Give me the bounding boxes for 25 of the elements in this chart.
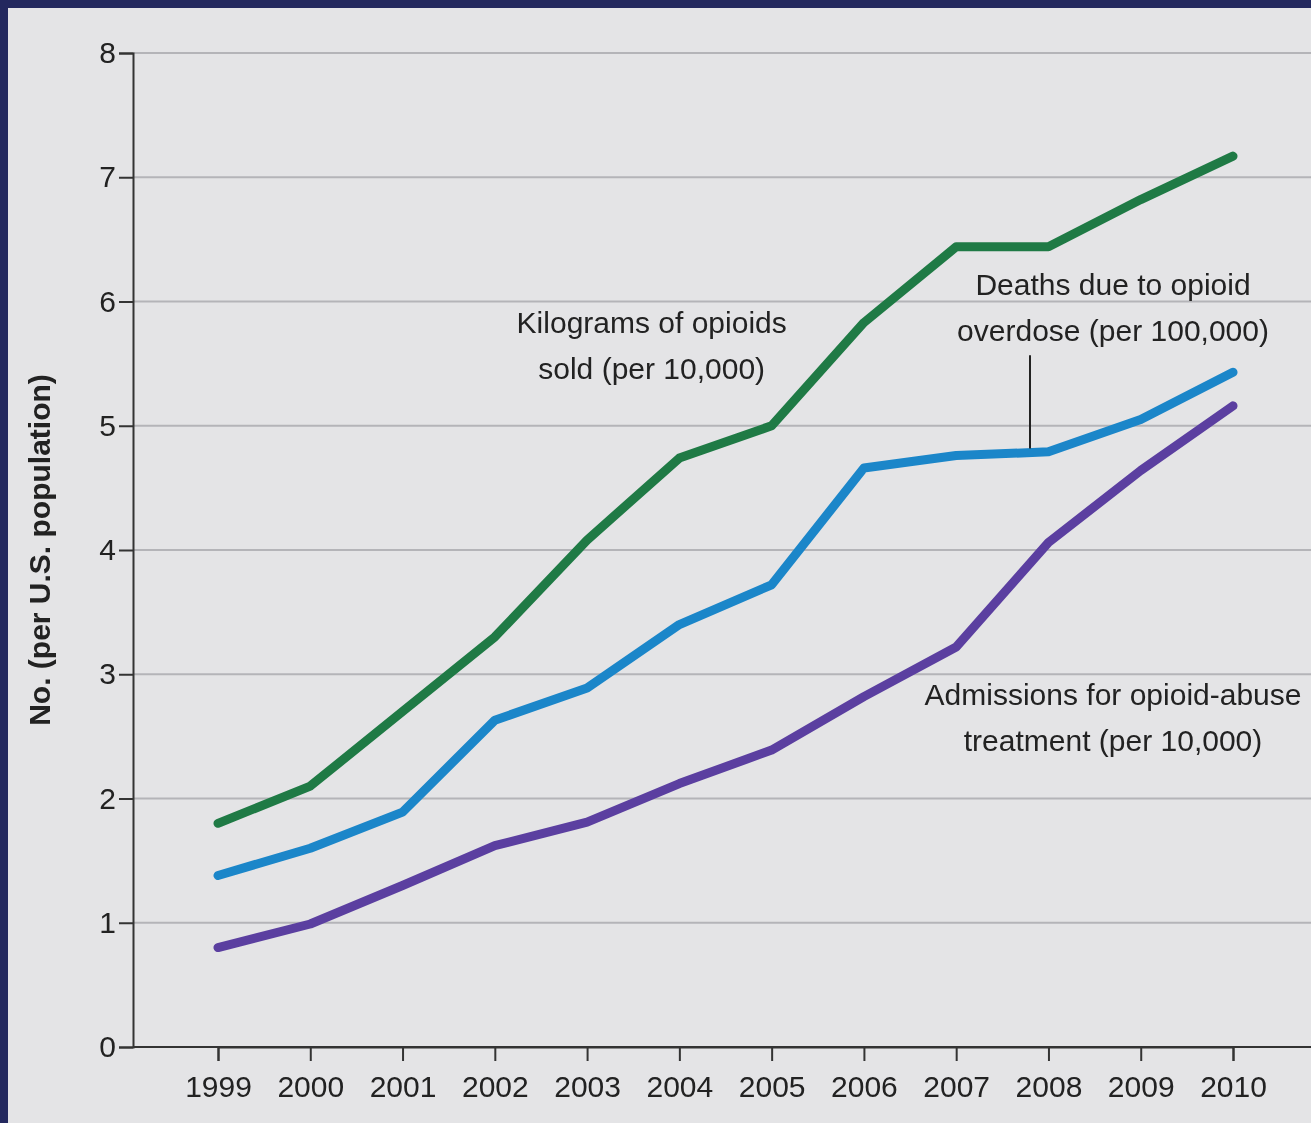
- series-label: Admissions for opioid-abuse treatment (per 10,000): [924, 678, 1302, 758]
- series-label: Deaths due to opioid overdose (per 100,000): [957, 268, 1269, 348]
- x-tick-label: 2008: [1015, 1070, 1083, 1103]
- y-tick-label: 0: [99, 1030, 116, 1064]
- y-tick-label: 7: [99, 160, 116, 194]
- y-tick-label: 2: [99, 781, 116, 815]
- y-tick-label: 4: [99, 533, 116, 567]
- y-axis-title: No. (per U.S. population): [23, 374, 56, 726]
- y-tick-label: 5: [99, 408, 116, 442]
- x-tick-label: 2001: [369, 1070, 437, 1103]
- y-tick-label: 8: [99, 36, 116, 70]
- y-tick-label: 6: [99, 284, 116, 318]
- x-tick-label: 2004: [646, 1070, 714, 1103]
- x-tick-label: 2003: [554, 1070, 621, 1103]
- y-tick-label: 1: [99, 905, 116, 939]
- series-label: Kilograms of opioids sold (per 10,000): [516, 305, 787, 385]
- y-tick-label: 3: [99, 657, 116, 691]
- x-tick-label: 1999: [185, 1070, 252, 1103]
- x-tick-label: 2010: [1200, 1070, 1267, 1103]
- x-tick-label: 2002: [461, 1070, 529, 1103]
- x-tick-label: 2009: [1107, 1070, 1175, 1103]
- x-tick-label: 2007: [923, 1070, 991, 1103]
- x-tick-label: 2000: [277, 1070, 345, 1103]
- x-tick-label: 2005: [738, 1070, 806, 1103]
- x-tick-label: 2006: [831, 1070, 898, 1103]
